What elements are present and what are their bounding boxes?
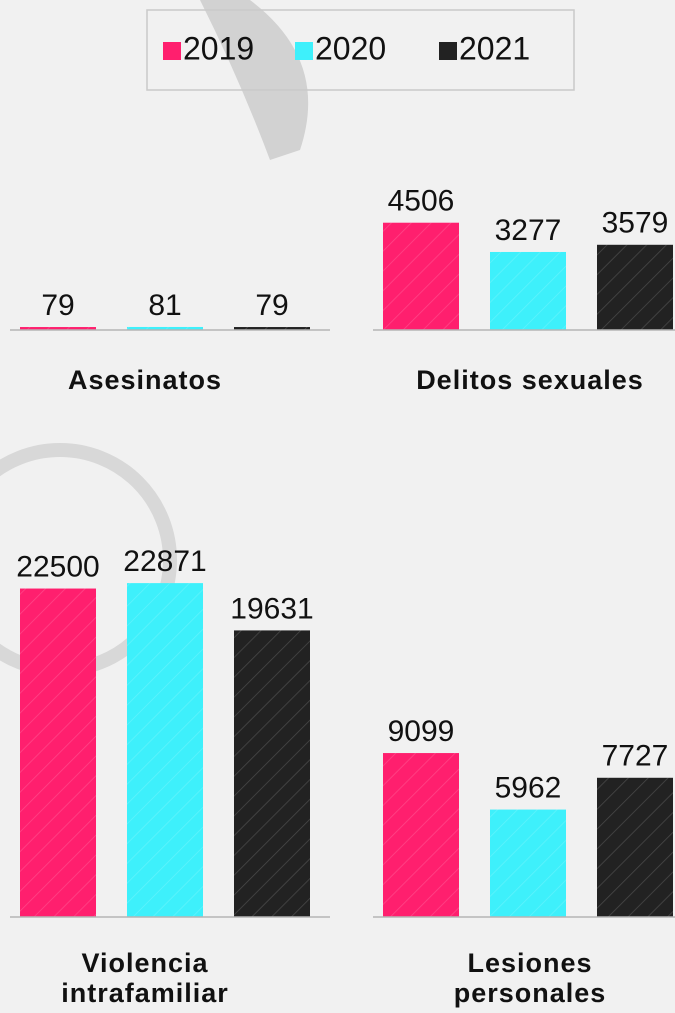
chart-title: Delitos sexuales [416,365,644,395]
bar-hatch [597,777,673,917]
legend-swatch [295,42,313,60]
value-label: 22871 [123,545,206,578]
value-label: 3277 [495,214,562,247]
legend-swatch [439,42,457,60]
bar-hatch [383,753,459,917]
legend-label: 2021 [459,30,530,66]
bar-hatch [127,583,203,917]
bar-hatch [490,809,566,917]
background-decor [200,0,309,160]
legend-label: 2020 [315,30,386,66]
bar-hatch [234,630,310,917]
value-label: 19631 [230,592,313,625]
value-label: 9099 [388,715,455,748]
legend-box [146,9,575,91]
value-label: 81 [148,289,181,322]
value-label: 3579 [602,207,669,240]
bar-hatch [20,588,96,917]
bar-hatch [127,326,203,330]
legend-label: 2019 [183,30,254,66]
value-label: 4506 [388,185,455,218]
legend-swatch [163,42,181,60]
value-label: 5962 [495,771,562,804]
chart-title: Lesiones personales [453,948,607,1008]
value-label: 79 [41,289,74,322]
bar-hatch [383,222,459,330]
value-label: 22500 [16,550,99,583]
value-label: 7727 [602,740,669,773]
chart-title: Asesinatos [67,365,223,395]
value-label: 79 [255,289,288,322]
bar-hatch [234,327,310,330]
bar-hatch [20,327,96,330]
bar-hatch [597,244,673,330]
chart-title: Violencia intrafamiliar [61,948,229,1008]
bar-hatch [490,251,566,330]
